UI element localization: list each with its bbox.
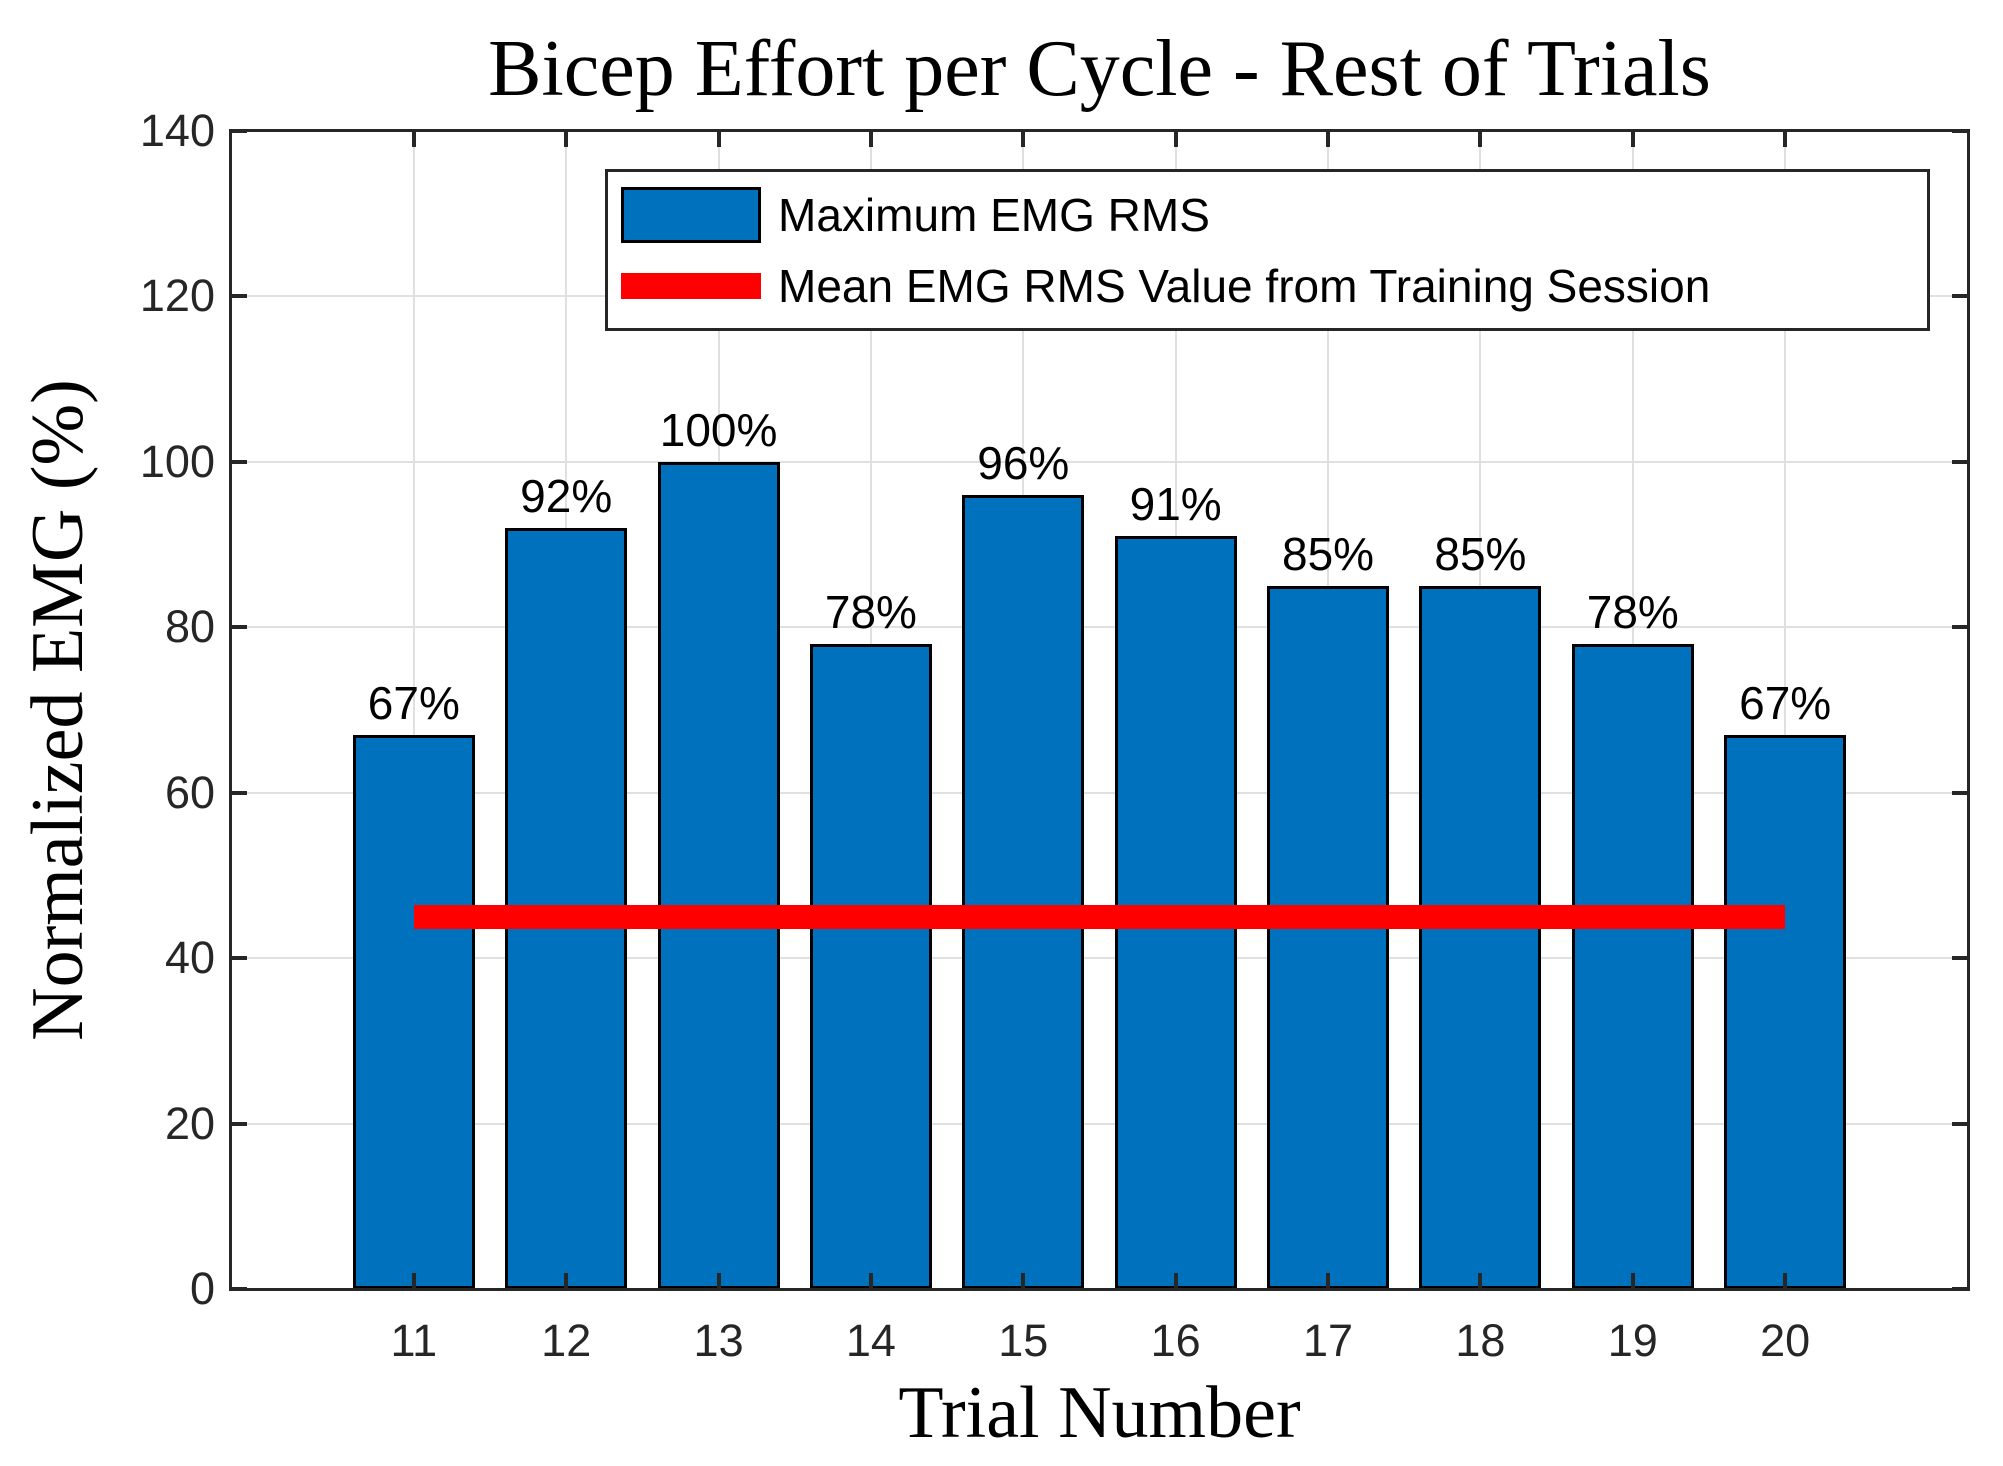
x-tick-top [1478, 131, 1483, 147]
grid-line-v [1784, 131, 1787, 1289]
y-tick [231, 129, 247, 133]
x-tick [1630, 1273, 1635, 1289]
x-tick [1783, 1273, 1788, 1289]
y-tick [231, 459, 247, 464]
x-tick-top [411, 131, 416, 147]
x-tick [1173, 1273, 1178, 1289]
x-tick [868, 1273, 873, 1289]
grid-line-v [412, 131, 415, 1289]
bar-value-label: 67% [1739, 676, 1832, 729]
y-tick-right [1952, 129, 1968, 133]
bar-value-label: 78% [1586, 585, 1679, 638]
x-tick-label: 15 [998, 1315, 1049, 1366]
x-tick-top [564, 131, 569, 147]
y-tick-label: 0 [189, 1263, 215, 1314]
x-tick-label: 12 [541, 1315, 592, 1366]
x-tick-label: 14 [845, 1315, 896, 1366]
y-tick-label: 40 [164, 932, 215, 984]
x-tick [1478, 1273, 1483, 1289]
bar [1419, 585, 1542, 1289]
legend-label-max-emg: Maximum EMG RMS [778, 189, 1210, 242]
x-tick-top [1326, 131, 1331, 147]
y-tick [231, 1121, 247, 1126]
x-tick [564, 1273, 569, 1289]
mean-line [413, 904, 1786, 929]
grid-line-h [231, 626, 1968, 629]
y-tick-right [1952, 1287, 1968, 1291]
legend: Maximum EMG RMS Mean EMG RMS Value from … [605, 169, 1930, 331]
legend-line-swatch-icon [621, 272, 761, 299]
bar [1571, 643, 1694, 1289]
x-tick [1021, 1273, 1026, 1289]
bar-value-label: 96% [977, 436, 1070, 489]
x-tick-label: 16 [1150, 1315, 1201, 1366]
legend-bar-swatch-icon [621, 187, 761, 244]
x-tick-top [868, 131, 873, 147]
x-tick-label: 11 [390, 1315, 438, 1366]
grid-line-h [231, 791, 1968, 794]
grid-line-h [231, 957, 1968, 960]
y-tick-label: 120 [139, 270, 215, 322]
y-axis-label: Normalized EMG (%) [17, 379, 99, 1041]
bar-value-label: 67% [367, 676, 460, 729]
bar-value-label: 100% [659, 403, 778, 456]
x-axis-label: Trial Number [898, 1372, 1301, 1454]
grid-line-h [231, 460, 1968, 463]
bar-value-label: 85% [1282, 527, 1375, 580]
x-tick-label: 17 [1303, 1315, 1354, 1366]
x-tick [1326, 1273, 1331, 1289]
y-tick-label: 140 [139, 105, 215, 156]
bar-value-label: 85% [1434, 527, 1527, 580]
y-tick-label: 60 [164, 766, 215, 818]
y-tick-right [1952, 625, 1968, 630]
legend-item-mean-emg: Mean EMG RMS Value from Training Session [608, 259, 1927, 313]
bar [962, 494, 1085, 1289]
chart-title: Bicep Effort per Cycle - Rest of Trials [488, 25, 1711, 113]
legend-item-max-emg: Maximum EMG RMS [608, 187, 1927, 244]
y-tick [231, 1287, 247, 1291]
bar [1724, 734, 1847, 1289]
y-tick [231, 625, 247, 630]
y-tick [231, 294, 247, 299]
x-tick-label: 20 [1760, 1315, 1811, 1366]
y-tick [231, 790, 247, 795]
x-tick-top [1630, 131, 1635, 147]
bar [810, 643, 932, 1289]
y-tick-label: 100 [139, 435, 215, 487]
x-tick [411, 1273, 416, 1289]
y-tick-label: 80 [164, 601, 215, 653]
x-tick-label: 13 [693, 1315, 744, 1366]
x-tick-top [1783, 131, 1788, 147]
bar-value-label: 91% [1129, 478, 1222, 531]
x-tick-top [1173, 131, 1178, 147]
grid-line-h [231, 1122, 1968, 1125]
y-tick [231, 956, 247, 961]
y-tick-right [1952, 790, 1968, 795]
y-tick-right [1952, 459, 1968, 464]
y-tick-right [1952, 294, 1968, 299]
x-tick-top [1021, 131, 1026, 147]
y-tick-right [1952, 1121, 1968, 1126]
legend-label-mean-emg: Mean EMG RMS Value from Training Session [778, 259, 1711, 312]
x-tick-label: 19 [1607, 1315, 1658, 1366]
x-tick [716, 1273, 721, 1289]
bar [352, 734, 475, 1289]
bar-value-label: 78% [824, 585, 917, 638]
x-tick-top [716, 131, 721, 147]
bar-value-label: 92% [520, 470, 613, 523]
bar [1267, 585, 1389, 1289]
y-tick-label: 20 [164, 1097, 215, 1149]
x-tick-label: 18 [1455, 1315, 1506, 1366]
y-tick-right [1952, 956, 1968, 961]
